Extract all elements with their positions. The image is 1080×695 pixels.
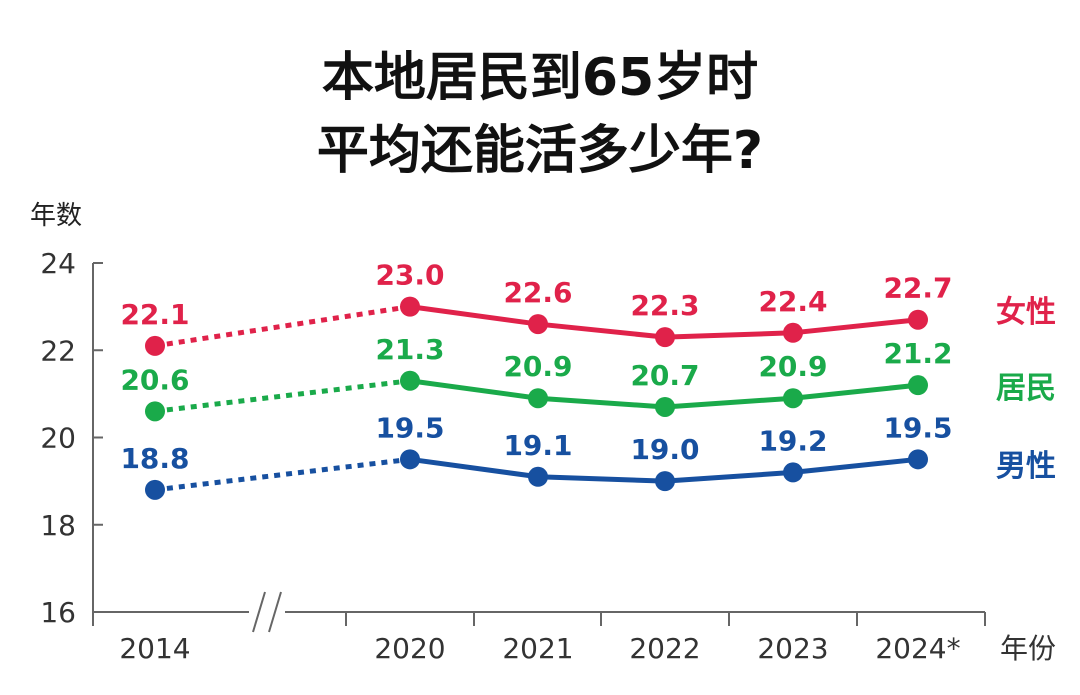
x-tick-label-2014: 2014 [119, 632, 190, 665]
series-2-data-label-2024*: 19.5 [883, 411, 952, 444]
series-0-dotted-segment [154, 304, 411, 349]
series-0-point-2014 [145, 335, 165, 356]
series-2-data-label-2014: 18.8 [120, 442, 189, 475]
series-0-data-label-2014: 22.1 [120, 298, 189, 331]
x-tick-label-2024*: 2024* [875, 632, 960, 665]
series-0-data-label-2023: 22.4 [758, 285, 827, 318]
series-0-point-2021 [528, 314, 548, 335]
series-1-point-2022 [655, 396, 675, 417]
series-2-point-2014 [145, 479, 165, 500]
x-tick-label-2020: 2020 [374, 632, 445, 665]
series-2-point-2022 [655, 471, 675, 492]
series-1-data-label-2014: 20.6 [120, 363, 189, 396]
series-1-point-2021 [528, 388, 548, 409]
legend-2: 男性 [996, 449, 1056, 484]
y-tick-label-16: 16 [40, 596, 76, 629]
series-1-point-2020 [400, 370, 420, 391]
series-2-dotted-segment [154, 456, 411, 493]
series-0-data-label-2020: 23.0 [375, 259, 444, 292]
series-2-data-label-2020: 19.5 [375, 411, 444, 444]
series-1-point-2014 [145, 401, 165, 422]
series-2-point-2020 [400, 449, 420, 470]
y-tick-label-22: 22 [40, 334, 76, 367]
chart-title-line-2: 平均还能活多少年? [316, 121, 764, 181]
series-0-point-2023 [783, 322, 803, 343]
series-0-data-label-2022: 22.3 [630, 289, 699, 322]
series-0-point-2020 [400, 296, 420, 317]
series-0-point-2024* [908, 309, 928, 330]
labels-layer: 22.1 23.0 22.6 22.3 22.4 22.7 女性 20.6 21.3 20.9 20… [120, 259, 1056, 484]
series-0-data-label-2021: 22.6 [503, 276, 572, 309]
chart-title-line-1: 本地居民到65岁时 [321, 48, 759, 108]
series-0-data-label-2024*: 22.7 [883, 272, 952, 305]
series-2-data-label-2023: 19.2 [758, 424, 827, 457]
legend-1: 居民 [996, 371, 1056, 406]
series-2-point-2021 [528, 466, 548, 487]
series-2-point-2024* [908, 449, 928, 470]
x-tick-label-2021: 2021 [502, 632, 573, 665]
series-1-point-2023 [783, 388, 803, 409]
legend-0: 女性 [996, 295, 1056, 330]
series-1-dotted-segment [154, 378, 411, 414]
x-tick-label-2022: 2022 [629, 632, 700, 665]
y-tick-label-20: 20 [40, 422, 76, 455]
series-1-data-label-2022: 20.7 [630, 359, 699, 392]
series-1-point-2024* [908, 375, 928, 396]
axis-break-mark-2 [268, 591, 282, 633]
series-2-data-label-2021: 19.1 [503, 429, 572, 462]
series-1-data-label-2020: 21.3 [375, 333, 444, 366]
series-2-point-2023 [783, 462, 803, 483]
series-1-data-label-2023: 20.9 [758, 350, 827, 383]
series-1-data-label-2021: 20.9 [503, 350, 572, 383]
axis-break-mark-1 [252, 591, 266, 633]
y-tick-label-24: 24 [40, 247, 76, 280]
series-0-point-2022 [655, 327, 675, 348]
x-axis-label: 年份 [1000, 632, 1056, 665]
x-tick-label-2023: 2023 [757, 632, 828, 665]
series-layer [145, 296, 928, 500]
series-1-data-label-2024*: 21.2 [883, 337, 952, 370]
series-2-data-label-2022: 19.0 [630, 433, 699, 466]
y-axis-label: 年数 [30, 201, 82, 231]
y-tick-label-18: 18 [40, 509, 76, 542]
